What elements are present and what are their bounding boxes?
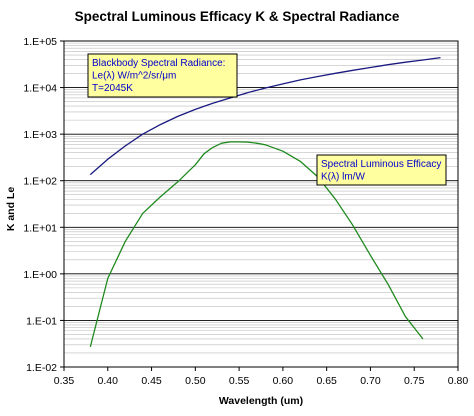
- y-tick-label: 1.E+00: [23, 269, 57, 281]
- y-tick-label: 1.E+02: [23, 176, 57, 188]
- x-tick-label: 0.60: [273, 375, 294, 387]
- annotation-radiance-line: Le(λ) W/m^2/sr/μm: [92, 71, 176, 82]
- series-line-efficacy: [89, 141, 424, 348]
- y-tick-label: 1.E+01: [23, 222, 57, 234]
- chart-title: Spectral Luminous Efficacy K & Spectral …: [75, 9, 400, 24]
- y-axis-label: K and Le: [5, 187, 17, 231]
- annotation-radiance-box: [87, 53, 238, 98]
- x-tick-label: 0.50: [185, 375, 206, 387]
- x-tick-label: 0.35: [54, 375, 75, 387]
- y-tick-label: 1.E+03: [23, 129, 57, 141]
- annotation-efficacy-box: [316, 154, 447, 186]
- annotation-efficacy-line: Spectral Luminous Efficacy: [321, 159, 441, 170]
- x-tick-label: 0.55: [229, 375, 250, 387]
- annotation-radiance-line: T=2045K: [92, 83, 133, 94]
- y-tick-label: 1.E-02: [26, 362, 57, 374]
- plot-area: 1.E-02 1.E-01 1.E+00 1.E+01 1.E+02 1.E+03 1.E+…: [23, 36, 468, 387]
- x-tick-label: 0.40: [98, 375, 119, 387]
- y-tick-label: 1.E+04: [23, 83, 57, 95]
- annotation-efficacy: Spectral Luminous Efficacy K(λ) lm/W: [316, 154, 447, 186]
- x-axis-label: Wavelength (um): [219, 395, 303, 407]
- x-tick-label: 0.70: [360, 375, 381, 387]
- annotation-radiance-line: Blackbody Spectral Radiance:: [92, 58, 225, 69]
- x-tick-label: 0.65: [316, 375, 337, 387]
- x-tick-label: 0.45: [141, 375, 162, 387]
- x-tick-label: 0.75: [404, 375, 425, 387]
- x-tick-label: 0.80: [448, 375, 469, 387]
- plot-border: [63, 40, 459, 368]
- annotation-efficacy-line: K(λ) lm/W: [321, 172, 365, 183]
- y-tick-label: 1.E-01: [26, 315, 57, 327]
- y-tick-label: 1.E+05: [23, 36, 57, 48]
- annotation-radiance: Blackbody Spectral Radiance: Le(λ) W/m^2/…: [87, 53, 238, 98]
- series-line-radiance: [89, 56, 441, 176]
